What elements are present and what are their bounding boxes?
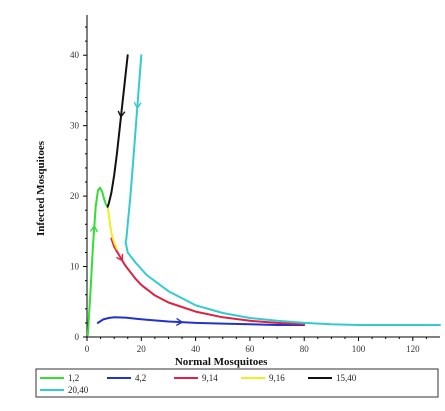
y-tick-label: 0	[75, 332, 80, 342]
legend-label: 15,40	[336, 373, 357, 383]
x-tick-label: 120	[406, 344, 420, 354]
series-line	[124, 54, 441, 326]
series-line	[96, 316, 306, 326]
direction-arrow	[90, 225, 98, 233]
x-tick-label: 100	[352, 344, 366, 354]
legend-label: 20,40	[68, 385, 89, 395]
legend	[35, 368, 439, 398]
direction-arrow	[133, 102, 142, 109]
x-axis-title: Normal Mosquitoes	[175, 356, 268, 368]
legend-label: 4,2	[135, 373, 146, 383]
series-line	[110, 237, 306, 326]
legend-label: 9,16	[269, 373, 285, 383]
direction-arrow	[116, 253, 124, 262]
y-tick-label: 40	[70, 50, 80, 60]
direction-arrow	[117, 110, 126, 118]
legend-label: 9,14	[202, 373, 218, 383]
x-tick-label: 60	[245, 344, 255, 354]
y-tick-label: 30	[70, 121, 80, 131]
legend-label: 1,2	[68, 373, 79, 383]
direction-arrow	[176, 318, 183, 326]
y-tick-label: 20	[70, 191, 80, 201]
y-axis-title: Infected Mosquitoes	[35, 140, 47, 236]
y-tick-label: 10	[70, 262, 80, 272]
series-line	[106, 54, 129, 208]
x-tick-label: 20	[137, 344, 147, 354]
x-tick-label: 40	[191, 344, 201, 354]
x-tick-label: 0	[85, 344, 90, 354]
x-tick-label: 80	[300, 344, 310, 354]
series-line	[106, 205, 118, 250]
series-line	[86, 186, 109, 336]
